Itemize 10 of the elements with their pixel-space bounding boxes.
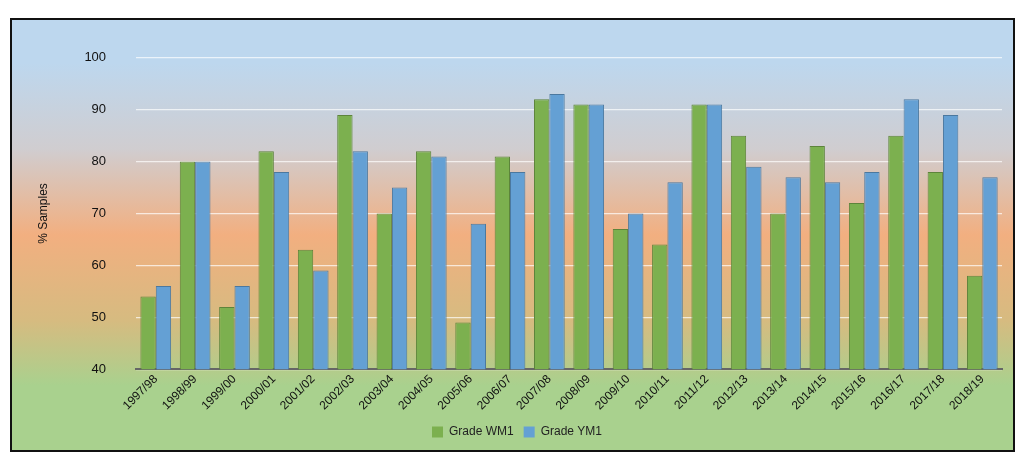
y-tick-label: 80 [91,153,107,169]
y-axis-title: % Samples [35,183,50,244]
y-tick-label: 100 [84,49,107,65]
y-tick-label: 50 [91,308,107,324]
legend-label: Grade YM1 [540,424,603,439]
y-tick-label: 70 [91,205,107,221]
y-tick-label: 90 [91,101,107,117]
y-tick-label: 60 [91,256,107,272]
legend-label: Grade WM1 [448,424,514,439]
y-tick-label: 40 [91,360,107,376]
